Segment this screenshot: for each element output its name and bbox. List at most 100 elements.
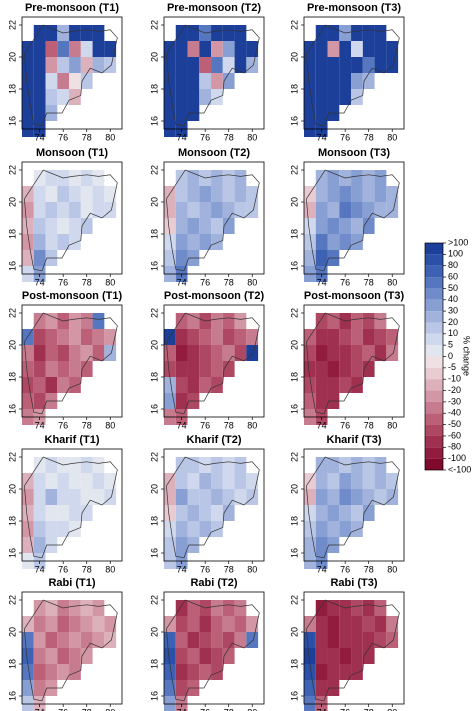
y-tick-label: 18 — [7, 516, 17, 526]
grid-cell — [327, 664, 340, 680]
grid-cell — [199, 361, 212, 377]
grid-cell — [222, 73, 235, 89]
grid-cell — [362, 473, 375, 489]
grid-cell — [164, 664, 176, 680]
panel-title: Pre-monsoon (T1) — [25, 2, 119, 14]
grid-cell — [80, 345, 93, 361]
grid-cell — [33, 57, 46, 73]
grid-cell — [104, 489, 117, 505]
legend-swatch — [425, 458, 443, 470]
grid-cell — [211, 473, 223, 489]
grid-cell — [164, 393, 176, 409]
grid-cell — [33, 73, 46, 89]
y-tick-label: 16 — [289, 261, 299, 271]
grid-cell — [175, 521, 188, 537]
y-tick-label: 22 — [149, 595, 159, 605]
x-tick-label: 78 — [82, 564, 92, 574]
grid-cell — [187, 648, 200, 664]
grid-cell — [327, 73, 340, 89]
legend-swatch — [425, 265, 443, 278]
grid-cell — [33, 105, 46, 121]
grid-cell — [199, 521, 212, 537]
grid-cell — [175, 218, 188, 234]
y-tick-label: 18 — [289, 84, 299, 94]
grid-cell — [327, 25, 340, 41]
x-tick-label: 74 — [177, 707, 187, 711]
panel-title: Rabi (T3) — [330, 577, 377, 589]
panel-title: Monsoon (T1) — [36, 147, 108, 159]
grid-cell — [80, 57, 93, 73]
grid-cell — [315, 57, 328, 73]
grid-cell — [69, 521, 81, 537]
grid-cell — [164, 345, 176, 361]
grid-cell — [374, 489, 387, 505]
grid-cell — [374, 25, 387, 41]
legend-label: >100 — [448, 237, 468, 247]
grid-cell — [22, 696, 34, 711]
grid-cell — [351, 89, 363, 105]
grid-cell — [57, 202, 70, 218]
legend-swatch — [425, 243, 443, 255]
grid-cell — [45, 73, 58, 89]
x-tick-label: 80 — [105, 707, 115, 711]
grid-cell — [92, 345, 105, 361]
grid-cell — [222, 616, 235, 632]
state-outline — [166, 24, 260, 127]
grid-cell — [187, 489, 200, 505]
grid-cell — [327, 202, 340, 218]
y-tick-label: 20 — [149, 340, 159, 350]
grid-cell — [33, 505, 46, 521]
grid-cell — [304, 361, 316, 377]
grid-cell — [374, 313, 387, 329]
legend-swatch — [425, 345, 443, 357]
grid-cell — [386, 489, 399, 505]
grid-cell — [315, 73, 328, 89]
grid-cell — [187, 361, 200, 377]
grid-cell — [69, 329, 81, 345]
grid-cell — [374, 202, 387, 218]
grid-cell — [164, 696, 176, 711]
y-tick-label: 20 — [149, 197, 159, 207]
grid-cell — [327, 616, 340, 632]
grid-cell — [80, 361, 93, 377]
grid-cell — [175, 648, 188, 664]
panel-title: Rabi (T2) — [190, 577, 237, 589]
grid-cell — [57, 89, 70, 105]
y-tick-label: 22 — [7, 595, 17, 605]
x-tick-label: 80 — [247, 564, 257, 574]
grid-cell — [351, 329, 363, 345]
grid-cell — [80, 313, 93, 329]
grid-cell — [69, 616, 81, 632]
legend-swatch — [425, 277, 443, 289]
grid-cell — [315, 41, 328, 57]
grid-cell — [187, 664, 200, 680]
grid-cell — [92, 170, 105, 186]
panel-title: Pre-monsoon (T2) — [167, 2, 261, 14]
y-tick-label: 22 — [289, 308, 299, 318]
grid-cell — [339, 41, 352, 57]
x-tick-label: 78 — [364, 707, 374, 711]
legend-label: 5 — [448, 340, 453, 350]
grid-cell — [80, 218, 93, 234]
grid-cell — [22, 202, 34, 218]
grid-cell — [33, 537, 46, 553]
grid-cell — [211, 186, 223, 202]
grid-cell — [315, 457, 328, 473]
grid-cell — [187, 345, 200, 361]
grid-cell — [211, 202, 223, 218]
grid-cell — [33, 361, 46, 377]
grid-cell — [164, 648, 176, 664]
grid-cell — [80, 505, 93, 521]
grid-cell — [175, 73, 188, 89]
grid-cell — [175, 393, 188, 409]
grid-cell — [22, 505, 34, 521]
x-tick-label: 76 — [58, 420, 68, 430]
grid-cell — [164, 250, 176, 266]
grid-cell — [175, 361, 188, 377]
grid-cell — [351, 57, 363, 73]
grid-cell — [327, 505, 340, 521]
grid-cell — [69, 648, 81, 664]
y-tick-label: 16 — [149, 404, 159, 414]
x-tick-label: 78 — [364, 277, 374, 287]
